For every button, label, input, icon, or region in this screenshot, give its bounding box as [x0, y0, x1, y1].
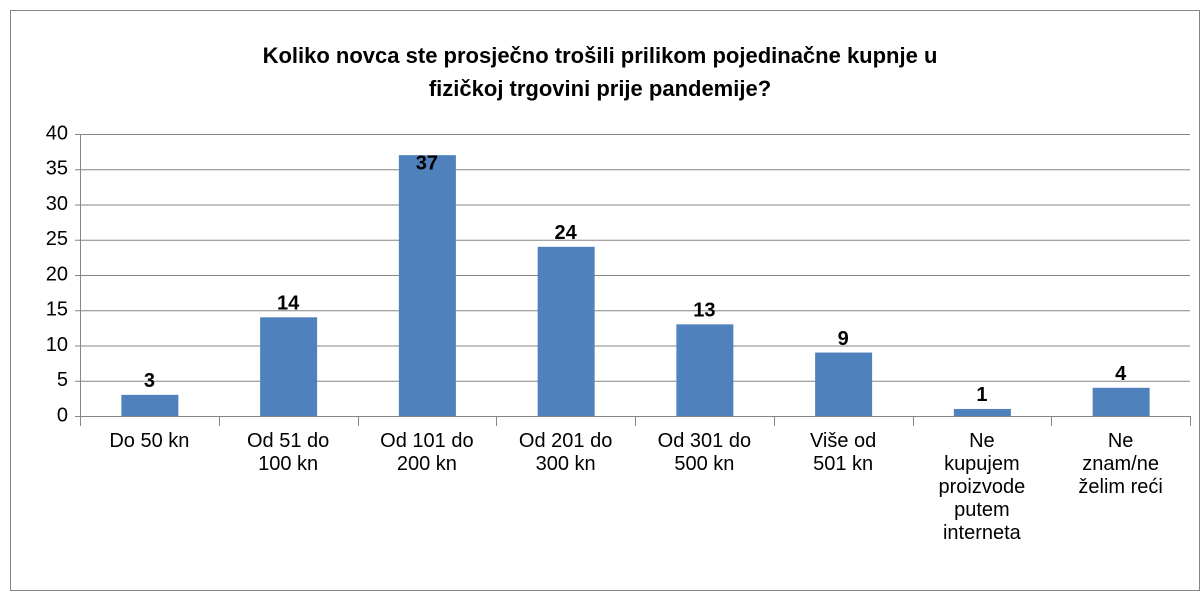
x-tick-label: Ne znam/ne želim reći	[1078, 430, 1163, 498]
x-tick-label: Od 301 do 500 kn	[657, 430, 752, 475]
chart-title: Koliko novca ste prosječno trošili prili…	[263, 43, 938, 68]
bar	[953, 408, 1011, 416]
data-label: 9	[838, 328, 849, 350]
x-tick-label: Više od 501 kn	[809, 430, 877, 475]
x-tick-label: Ne kupujem proizvode putem interneta	[938, 430, 1026, 544]
y-tick-label: 5	[57, 369, 68, 391]
bar	[676, 324, 734, 416]
bar	[260, 317, 318, 416]
chart-title: fizičkoj trgovini prije pandemije?	[429, 76, 771, 101]
data-label: 3	[144, 370, 155, 392]
y-tick-label: 30	[46, 193, 68, 215]
data-label: 13	[693, 300, 715, 322]
y-tick-label: 15	[46, 299, 68, 321]
bar	[537, 246, 595, 416]
y-tick-label: 20	[46, 263, 68, 285]
data-label: 1	[976, 384, 987, 406]
bar	[815, 352, 873, 416]
data-label: 37	[416, 152, 438, 174]
data-label: 24	[555, 222, 578, 244]
x-tick-label: Do 50 kn	[109, 430, 190, 452]
y-tick-label: 25	[46, 228, 68, 250]
bar	[398, 155, 456, 416]
y-tick-label: 40	[46, 122, 68, 144]
x-tick-label: Od 201 do 300 kn	[518, 430, 613, 475]
bar	[1092, 387, 1150, 416]
data-label: 4	[1115, 363, 1127, 385]
x-tick-label: Od 101 do 200 kn	[380, 430, 474, 475]
x-tick-label: Od 51 do 100 kn	[246, 430, 330, 475]
chart-border	[10, 10, 1200, 591]
y-tick-label: 35	[46, 158, 68, 180]
data-label: 14	[277, 293, 300, 315]
bar	[121, 394, 179, 416]
y-tick-label: 0	[57, 404, 68, 426]
y-tick-label: 10	[46, 334, 68, 356]
